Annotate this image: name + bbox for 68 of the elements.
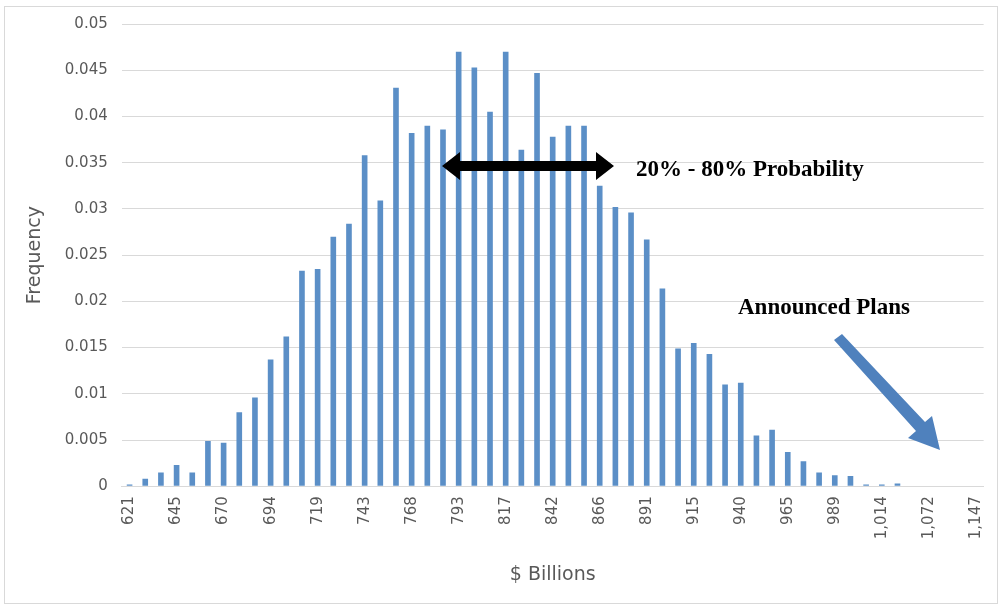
bar: [173, 464, 180, 486]
y-tick-label: 0.03: [74, 198, 108, 217]
bar: [816, 472, 822, 486]
bar: [769, 429, 775, 486]
bar: [252, 397, 258, 486]
y-tick-label: 0.045: [64, 60, 108, 79]
y-tick-label: 0.005: [64, 429, 108, 448]
x-tick-label: 817: [495, 496, 514, 525]
bar: [205, 440, 211, 486]
y-tick-label: 0.015: [64, 337, 108, 356]
x-tick-label: 719: [307, 496, 326, 525]
bar: [440, 129, 446, 486]
x-tick-label: 1,147: [965, 496, 984, 540]
bar: [487, 111, 493, 486]
x-tick-label: 866: [589, 496, 608, 525]
bar: [784, 452, 791, 486]
bar: [549, 136, 556, 486]
y-axis-title: Frequency: [22, 206, 45, 305]
x-tick-label: 743: [354, 496, 373, 525]
bar: [142, 478, 149, 486]
bar: [346, 223, 352, 486]
bar: [283, 336, 290, 486]
x-tick-label: 915: [683, 496, 702, 525]
bar: [596, 185, 603, 486]
bar: [377, 200, 384, 486]
x-tick-label: 1,014: [871, 496, 890, 540]
bar: [847, 476, 854, 486]
x-tick-label: 621: [119, 496, 138, 525]
x-axis-title: $ Billions: [509, 561, 596, 584]
bar: [737, 382, 744, 486]
x-tick-label: 842: [542, 496, 561, 525]
bar: [236, 412, 243, 486]
bar: [831, 475, 838, 486]
y-tick-label: 0.025: [64, 245, 108, 264]
bar: [393, 87, 399, 486]
x-tick-label: 768: [401, 496, 420, 525]
x-tick-label: 891: [636, 496, 655, 525]
bar: [299, 270, 305, 486]
x-tick-label: 793: [448, 496, 467, 525]
x-tick-label: 965: [777, 496, 796, 525]
x-tick-label: 694: [260, 496, 279, 525]
y-tick-label: 0.05: [74, 13, 108, 32]
bar: [753, 435, 760, 486]
y-tick-label: 0.04: [74, 106, 108, 125]
bar: [628, 212, 634, 486]
y-tick-label: 0: [98, 476, 108, 495]
bar: [189, 472, 196, 486]
bar: [502, 51, 509, 486]
bar: [581, 125, 587, 486]
x-tick-label: 670: [213, 496, 232, 525]
bar: [534, 73, 540, 486]
x-tick-label: 940: [730, 496, 749, 525]
x-tick-label: 645: [166, 496, 185, 525]
annotation: Announced Plans: [738, 294, 910, 320]
bar: [722, 384, 728, 486]
bar: [330, 236, 337, 486]
bar: [643, 239, 650, 486]
bar: [158, 472, 164, 486]
bar: [894, 483, 901, 486]
bar: [690, 342, 697, 486]
y-tick-label: 0.035: [64, 152, 108, 171]
y-tick-label: 0.01: [74, 383, 108, 402]
x-tick-label: 1,072: [918, 496, 937, 540]
annotation: 20% - 80% Probability: [636, 156, 864, 182]
bar: [675, 348, 681, 486]
y-tick-label: 0.02: [74, 291, 108, 310]
bar: [800, 461, 807, 486]
x-tick-label: 989: [824, 496, 843, 525]
